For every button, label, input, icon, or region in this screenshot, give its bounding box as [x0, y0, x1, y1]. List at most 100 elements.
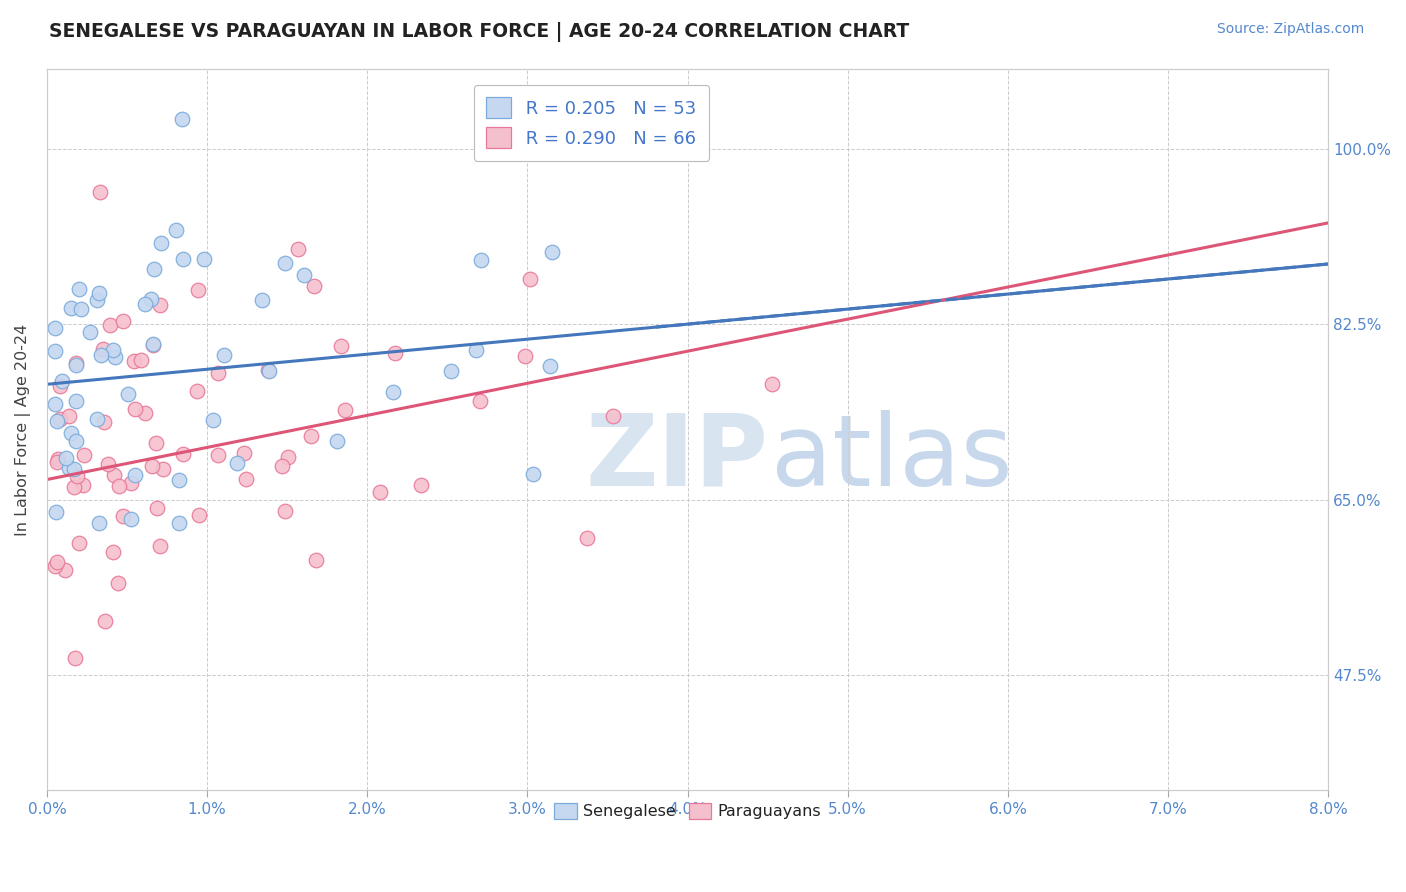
Point — [277, 450, 299, 464]
Text: atlas: atlas — [770, 409, 1012, 507]
Point — [67, 282, 90, 296]
Point — [63, 462, 86, 476]
Point — [45, 414, 67, 428]
Point — [271, 458, 294, 473]
Point — [329, 339, 352, 353]
Text: SENEGALESE VS PARAGUAYAN IN LABOR FORCE | AGE 20-24 CORRELATION CHART: SENEGALESE VS PARAGUAYAN IN LABOR FORCE … — [49, 22, 910, 42]
Point — [66, 469, 89, 483]
Point — [124, 467, 146, 482]
Point — [368, 485, 391, 500]
Point — [519, 272, 541, 286]
Point — [49, 412, 72, 426]
Point — [122, 354, 145, 368]
Point — [112, 314, 135, 328]
Point — [100, 318, 122, 333]
Text: ZIP: ZIP — [585, 409, 768, 507]
Point — [90, 348, 112, 362]
Point — [129, 353, 152, 368]
Point — [470, 252, 492, 267]
Point — [86, 411, 108, 425]
Legend: Senegalese, Paraguayans: Senegalese, Paraguayans — [548, 797, 827, 826]
Point — [411, 478, 433, 492]
Point — [333, 402, 356, 417]
Point — [104, 350, 127, 364]
Point — [207, 449, 229, 463]
Point — [67, 536, 90, 550]
Point — [141, 459, 163, 474]
Point — [89, 286, 111, 301]
Point — [515, 349, 537, 363]
Point — [214, 348, 236, 362]
Point — [202, 412, 225, 426]
Point — [602, 409, 624, 423]
Point — [117, 386, 139, 401]
Point — [45, 555, 67, 569]
Point — [46, 452, 69, 467]
Point — [274, 255, 297, 269]
Point — [44, 344, 66, 359]
Point — [304, 278, 326, 293]
Point — [207, 366, 229, 380]
Point — [167, 516, 190, 530]
Point — [51, 374, 73, 388]
Point — [287, 242, 309, 256]
Point — [65, 434, 87, 448]
Point — [538, 359, 561, 374]
Point — [142, 337, 165, 351]
Point — [101, 343, 124, 357]
Point — [103, 468, 125, 483]
Point — [143, 262, 166, 277]
Y-axis label: In Labor Force | Age 20-24: In Labor Force | Age 20-24 — [15, 323, 31, 535]
Point — [169, 473, 191, 487]
Point — [172, 447, 194, 461]
Point — [152, 462, 174, 476]
Point — [294, 268, 316, 282]
Point — [44, 559, 66, 574]
Point — [103, 544, 125, 558]
Point — [55, 450, 77, 465]
Point — [72, 478, 94, 492]
Point — [65, 358, 87, 372]
Point — [94, 615, 117, 629]
Point — [250, 293, 273, 307]
Point — [225, 456, 247, 470]
Point — [188, 508, 211, 522]
Point — [761, 376, 783, 391]
Point — [273, 504, 295, 518]
Point — [65, 356, 87, 370]
Point — [541, 245, 564, 260]
Point — [89, 185, 111, 199]
Point — [148, 539, 170, 553]
Point — [186, 384, 208, 398]
Point — [48, 379, 70, 393]
Point — [124, 401, 146, 416]
Point — [305, 552, 328, 566]
Point — [468, 394, 491, 409]
Point — [134, 297, 156, 311]
Point — [107, 576, 129, 591]
Point — [522, 467, 544, 481]
Point — [440, 364, 463, 378]
Point — [381, 385, 404, 400]
Point — [63, 651, 86, 665]
Point — [575, 531, 598, 545]
Point — [149, 298, 172, 312]
Point — [120, 512, 142, 526]
Point — [60, 426, 83, 441]
Point — [139, 292, 162, 306]
Point — [73, 448, 96, 462]
Point — [299, 428, 322, 442]
Point — [464, 343, 486, 357]
Point — [170, 112, 193, 126]
Point — [108, 479, 131, 493]
Point — [326, 434, 349, 448]
Point — [60, 301, 83, 316]
Point — [93, 342, 115, 356]
Point — [111, 509, 134, 524]
Point — [172, 252, 194, 267]
Point — [89, 516, 111, 530]
Point — [62, 480, 84, 494]
Point — [257, 363, 280, 377]
Point — [145, 436, 167, 450]
Point — [120, 475, 142, 490]
